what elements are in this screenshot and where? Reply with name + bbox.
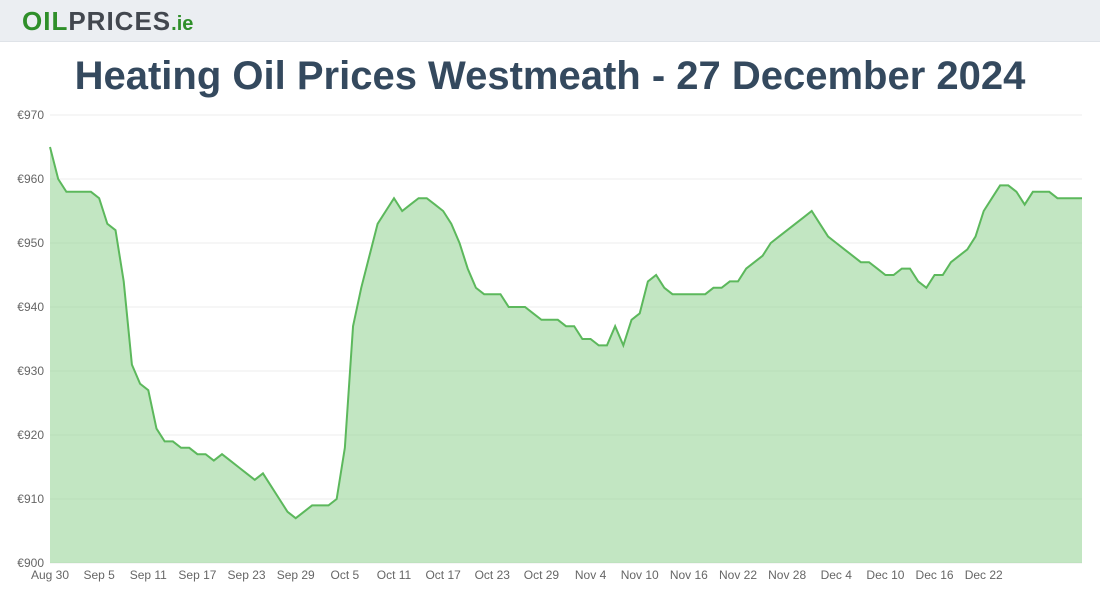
x-axis-label: Aug 30: [31, 568, 69, 582]
logo-part-oil: OIL: [22, 6, 68, 36]
x-axis-label: Sep 17: [178, 568, 216, 582]
x-axis-label: Nov 10: [621, 568, 659, 582]
y-axis-label: €930: [17, 364, 44, 378]
x-axis-label: Sep 29: [277, 568, 315, 582]
x-axis-label: Oct 11: [377, 568, 412, 582]
logo-part-ie: .ie: [171, 13, 193, 35]
y-axis-label: €950: [17, 236, 44, 250]
x-axis-label: Dec 10: [866, 568, 904, 582]
y-axis-label: €910: [17, 492, 44, 506]
header-bar: OILPRICES.ie: [0, 0, 1100, 42]
x-axis-label: Nov 4: [575, 568, 607, 582]
y-axis-label: €960: [17, 172, 44, 186]
x-axis-label: Nov 16: [670, 568, 708, 582]
x-axis-label: Dec 16: [916, 568, 954, 582]
page-title: Heating Oil Prices Westmeath - 27 Decemb…: [0, 54, 1100, 99]
y-axis-label: €920: [17, 428, 44, 442]
x-axis-label: Oct 23: [475, 568, 511, 582]
x-axis-label: Nov 28: [768, 568, 806, 582]
x-axis-label: Sep 5: [83, 568, 115, 582]
x-axis-label: Oct 17: [425, 568, 461, 582]
site-logo[interactable]: OILPRICES.ie: [22, 8, 193, 34]
y-axis-label: €940: [17, 300, 44, 314]
x-axis-label: Dec 22: [965, 568, 1003, 582]
x-axis-label: Sep 23: [228, 568, 266, 582]
price-chart: €900€910€920€930€940€950€960€970Aug 30Se…: [0, 105, 1100, 595]
logo-part-prices: PRICES: [68, 6, 171, 36]
page-title-wrap: Heating Oil Prices Westmeath - 27 Decemb…: [0, 42, 1100, 105]
price-area: [50, 147, 1082, 563]
price-chart-svg: €900€910€920€930€940€950€960€970Aug 30Se…: [0, 105, 1100, 595]
x-axis-label: Dec 4: [821, 568, 853, 582]
x-axis-label: Sep 11: [130, 568, 167, 582]
x-axis-label: Nov 22: [719, 568, 757, 582]
x-axis-label: Oct 5: [331, 568, 360, 582]
y-axis-label: €970: [17, 108, 44, 122]
x-axis-label: Oct 29: [524, 568, 560, 582]
